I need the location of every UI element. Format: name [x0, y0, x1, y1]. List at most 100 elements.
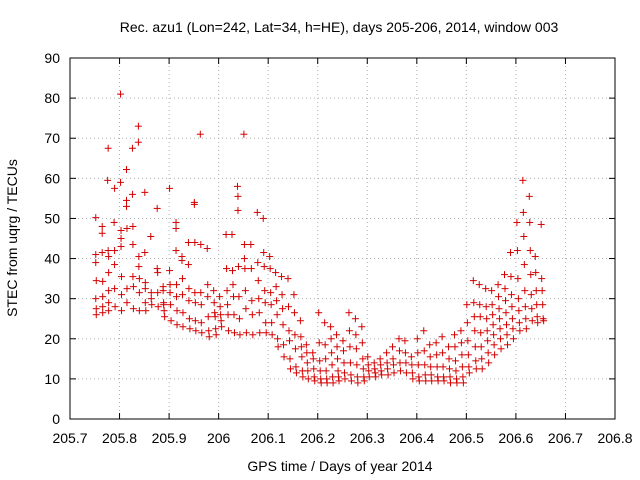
data-point [286, 355, 294, 363]
data-point [278, 291, 286, 299]
data-point [147, 232, 155, 240]
data-point [340, 369, 348, 377]
data-point [309, 355, 317, 363]
data-point [438, 333, 446, 341]
x-tick-label: 206.5 [449, 430, 484, 446]
data-point [522, 315, 530, 323]
data-point [532, 287, 540, 295]
data-point [98, 229, 106, 237]
data-point [297, 343, 305, 351]
data-point [262, 319, 270, 327]
data-point [470, 313, 478, 321]
data-point [105, 253, 113, 261]
data-point [422, 377, 430, 385]
data-point [520, 232, 528, 240]
data-point [284, 303, 292, 311]
data-point [224, 301, 232, 309]
data-point [191, 289, 199, 297]
data-point [484, 337, 492, 345]
data-point [446, 373, 454, 381]
data-point [242, 305, 250, 313]
data-point [247, 241, 255, 249]
data-point [465, 363, 473, 371]
data-point [433, 351, 441, 359]
data-point [309, 349, 317, 357]
data-point [203, 245, 211, 253]
data-point [433, 363, 441, 371]
data-point [166, 267, 174, 275]
data-point [329, 379, 337, 387]
data-point [236, 331, 244, 339]
x-axis-label: GPS time / Days of year 2014 [247, 458, 432, 474]
data-point [353, 373, 361, 381]
data-point [268, 331, 276, 339]
data-point [464, 351, 472, 359]
data-point [432, 339, 440, 347]
data-point [280, 341, 288, 349]
data-point [339, 347, 347, 355]
data-point [135, 289, 143, 297]
data-point [401, 337, 409, 345]
data-point [359, 355, 367, 363]
data-point [212, 325, 220, 333]
data-point [421, 371, 429, 379]
data-point [333, 343, 341, 351]
data-point [92, 251, 100, 259]
data-point [166, 289, 174, 297]
data-point [329, 373, 337, 381]
data-point [217, 311, 225, 319]
y-tick-label: 10 [44, 371, 60, 387]
data-point [439, 363, 447, 371]
data-point [514, 295, 522, 303]
data-point [513, 218, 521, 226]
data-point [286, 365, 294, 373]
data-point [205, 333, 213, 341]
data-point [519, 176, 527, 184]
data-point [341, 375, 349, 383]
data-point [154, 289, 162, 297]
data-point [128, 190, 136, 198]
data-point [129, 241, 137, 249]
data-point [401, 349, 409, 357]
data-point [376, 355, 384, 363]
data-point [173, 281, 181, 289]
data-point [304, 375, 312, 383]
data-point [327, 335, 335, 343]
data-point [302, 341, 310, 349]
data-point [191, 299, 199, 307]
data-point [248, 297, 256, 305]
y-tick-label: 80 [44, 90, 60, 106]
data-point [527, 291, 535, 299]
y-axis-label: STEC from uqrg / TECUs [4, 159, 20, 317]
data-point [303, 349, 311, 357]
data-point [159, 287, 167, 295]
data-point [502, 309, 510, 317]
data-point [458, 363, 466, 371]
data-point [426, 353, 434, 361]
data-point [296, 317, 304, 325]
data-point [477, 343, 485, 351]
data-point [117, 243, 125, 251]
data-point [105, 299, 113, 307]
data-point [141, 299, 149, 307]
data-point [98, 222, 106, 230]
data-point [520, 261, 528, 269]
y-tick-label: 20 [44, 331, 60, 347]
data-point [489, 311, 497, 319]
data-point [396, 367, 404, 375]
data-point [323, 379, 331, 387]
data-point [280, 353, 288, 361]
data-point [471, 343, 479, 351]
data-point [383, 349, 391, 357]
data-point [352, 331, 360, 339]
data-point [118, 273, 126, 281]
data-point [370, 359, 378, 367]
chart-title: Rec. azu1 (Lon=242, Lat=34, h=HE), days … [120, 19, 559, 35]
data-point [172, 218, 180, 226]
data-point [322, 355, 330, 363]
data-point [353, 361, 361, 369]
data-point [179, 323, 187, 331]
data-point [495, 305, 503, 313]
data-point [268, 319, 276, 327]
data-point [509, 325, 517, 333]
